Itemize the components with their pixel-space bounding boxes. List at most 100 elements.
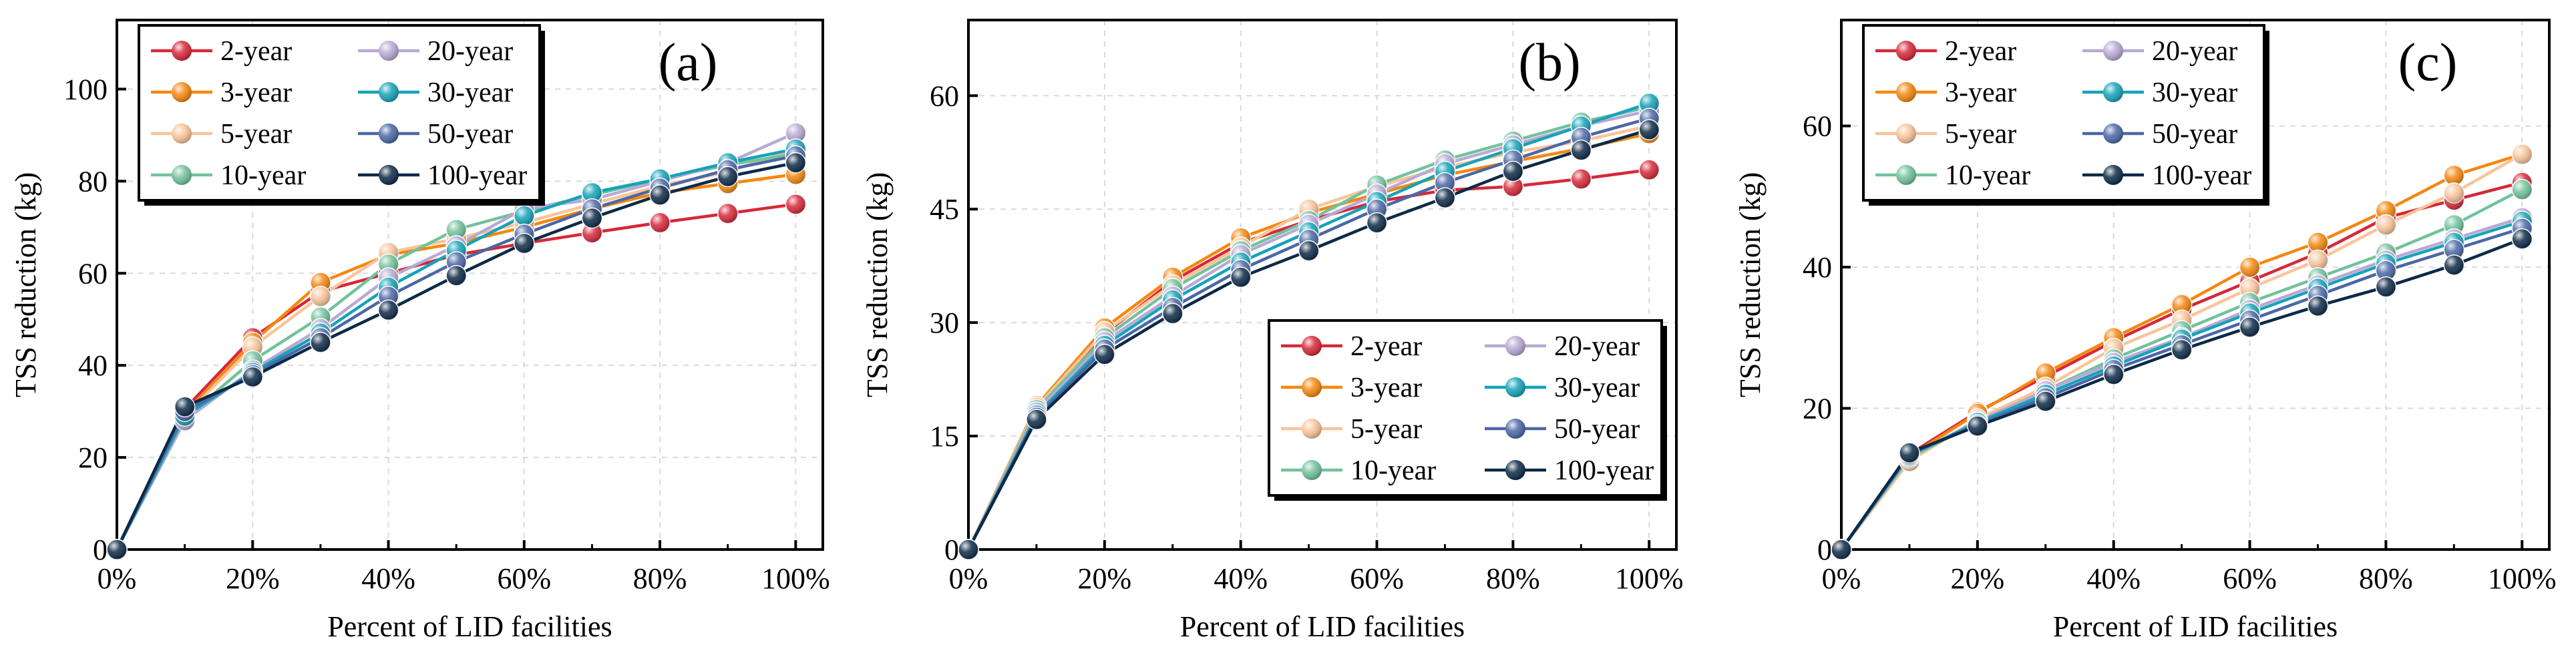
y-tick-label: 0 — [93, 533, 108, 566]
legend-swatch-shine — [1505, 419, 1525, 439]
data-point-shine — [650, 212, 671, 233]
y-tick-label: 0 — [944, 533, 959, 566]
legend-swatch-shine — [1896, 165, 1916, 185]
data-point-shine — [446, 219, 467, 240]
legend-swatch-shine — [379, 124, 399, 144]
data-point-shine — [514, 233, 534, 254]
data-point-shine — [582, 182, 602, 203]
legend-label: 2-year — [220, 36, 292, 67]
data-point-shine — [514, 206, 534, 226]
legend-swatch-shine — [379, 41, 399, 61]
legend-swatch-shine — [1302, 336, 1322, 356]
data-point-shine — [2444, 254, 2464, 275]
legend-swatch-shine — [1896, 82, 1916, 102]
data-point-shine — [1503, 161, 1523, 182]
y-axis-title: TSS reduction (kg) — [1734, 172, 1767, 397]
series-group — [1831, 144, 2533, 560]
legend-swatch-shine — [2103, 82, 2123, 102]
legend-swatch-shine — [2103, 41, 2123, 61]
legend-label: 2-year — [1350, 331, 1422, 362]
legend-label: 5-year — [220, 119, 292, 150]
legend-swatch-shine — [1302, 419, 1322, 439]
legend-label: 20-year — [2152, 36, 2237, 67]
data-point-shine — [717, 166, 738, 187]
data-point-shine — [1435, 172, 1455, 193]
y-tick-label: 45 — [930, 193, 959, 226]
data-point-shine — [785, 122, 806, 143]
y-tick-label: 100 — [63, 73, 108, 105]
legend-label: 10-year — [1350, 455, 1436, 486]
data-point-shine — [2444, 239, 2464, 260]
data-point-shine — [1230, 267, 1251, 288]
series-line-50-year — [115, 154, 796, 550]
y-tick-label: 15 — [930, 420, 959, 453]
data-point-shine — [2308, 250, 2328, 270]
x-axis-title: Percent of LID facilities — [327, 610, 612, 643]
y-tick-label: 80 — [78, 165, 108, 198]
data-point-shine — [2171, 339, 2192, 360]
legend-label: 20-year — [1554, 331, 1640, 362]
legend-label: 30-year — [2152, 77, 2237, 108]
legend-label: 30-year — [1554, 373, 1640, 403]
data-point-shine — [785, 152, 806, 173]
x-tick-label: 40% — [1214, 562, 1268, 595]
legend-swatch-shine — [1896, 41, 1916, 61]
legend-swatch-shine — [172, 124, 192, 144]
data-point-shine — [1639, 93, 1660, 114]
plot-frame — [967, 19, 1678, 551]
x-tick-label: 40% — [361, 562, 415, 595]
y-tick-label: 30 — [930, 306, 959, 339]
legend-box — [1268, 319, 1663, 497]
panel-label: (c) — [2398, 33, 2458, 92]
x-tick-label: 80% — [633, 562, 687, 595]
legend-label: 5-year — [1945, 119, 2016, 150]
legend-swatch-shine — [379, 165, 399, 185]
data-point-shine — [2444, 183, 2464, 204]
data-point-shine — [958, 539, 978, 560]
legend-swatch-shine — [2103, 124, 2123, 144]
legend-label: 2-year — [1945, 36, 2016, 67]
chart-panel-2: 0% 20% 40% 60% 80% 100% 0 15 30 45 60 Percent of LI… — [861, 19, 1684, 643]
y-axis: 0 15 30 45 60 — [930, 79, 978, 566]
data-point-shine — [310, 332, 331, 353]
legend-label: 20-year — [427, 36, 513, 67]
data-point-shine — [2376, 260, 2396, 281]
x-tick-label: 0% — [98, 562, 137, 595]
data-point-shine — [2376, 276, 2396, 297]
data-point-shine — [785, 194, 806, 214]
data-point-shine — [1639, 160, 1660, 180]
data-point-shine — [378, 300, 399, 320]
series-group — [958, 92, 1660, 560]
legend-label: 10-year — [1945, 160, 2030, 191]
plot-frame — [1840, 19, 2551, 551]
data-point-shine — [2444, 165, 2464, 186]
x-tick-label: 60% — [2223, 562, 2277, 595]
data-point-shine — [446, 265, 467, 286]
series-line-30-year — [1840, 220, 2523, 551]
data-point-shine — [242, 367, 263, 387]
legend-label: 3-year — [1350, 373, 1422, 403]
y-axis-title: TSS reduction (kg) — [861, 172, 894, 397]
legend-swatch-shine — [172, 165, 192, 185]
legend-swatch-shine — [2103, 165, 2123, 185]
data-point-shine — [1899, 443, 1919, 463]
series-line-5-year — [115, 147, 797, 551]
y-tick-label: 40 — [1803, 251, 1832, 284]
data-point-shine — [107, 539, 127, 560]
series-line-10-year — [1840, 188, 2523, 551]
x-tick-label: 100% — [761, 562, 830, 595]
series-line-30-year — [115, 147, 796, 551]
series-line-10-year — [116, 152, 796, 551]
data-point-shine — [1571, 140, 1592, 160]
data-point-shine — [1967, 415, 1988, 436]
x-tick-label: 60% — [497, 562, 551, 595]
data-point-shine — [2308, 296, 2328, 316]
legend-swatch-shine — [1302, 460, 1322, 480]
data-point-shine — [1162, 303, 1183, 324]
legend-swatch-shine — [1896, 124, 1916, 144]
legend-label: 30-year — [427, 77, 513, 108]
legend-swatch-shine — [172, 82, 192, 102]
panel-label: (a) — [659, 33, 718, 92]
x-tick-label: 100% — [1615, 562, 1684, 595]
